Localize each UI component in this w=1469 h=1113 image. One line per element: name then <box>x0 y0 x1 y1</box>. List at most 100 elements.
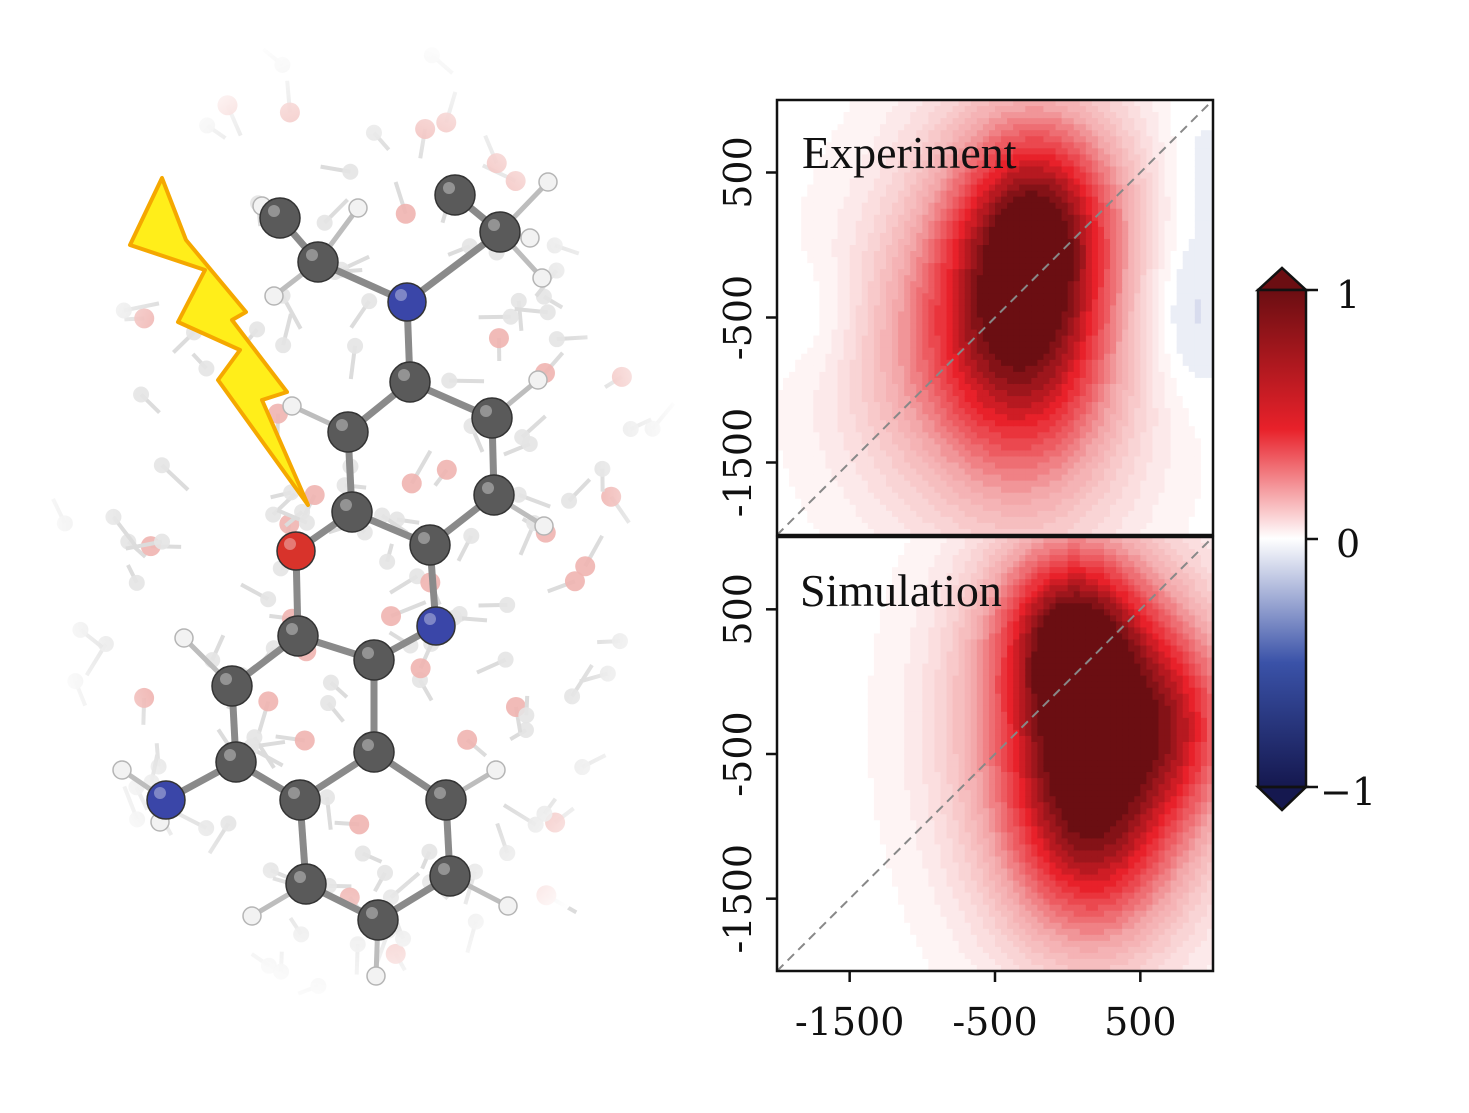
heatmap-cell <box>988 480 996 488</box>
heatmap-cell <box>1067 396 1075 403</box>
heatmap-cell <box>976 486 984 494</box>
heatmap-cell <box>892 528 899 535</box>
heatmap-cell <box>1146 251 1154 258</box>
heatmap-cell <box>1073 426 1081 433</box>
heatmap-cell <box>813 450 820 458</box>
heatmap-cell <box>1110 196 1117 204</box>
heatmap-cell <box>1085 420 1093 427</box>
heatmap-cell <box>879 347 887 355</box>
heatmap-cell <box>928 329 936 337</box>
heatmap-cell <box>861 100 869 107</box>
heatmap-cell <box>1134 329 1141 337</box>
heatmap-cell <box>1001 414 1008 421</box>
heatmap-cell <box>1007 432 1014 439</box>
heatmap-cell <box>982 414 990 421</box>
heatmap-cell <box>1097 402 1105 409</box>
heatmap-cell <box>946 486 954 494</box>
heatmap-cell <box>934 214 942 222</box>
heatmap-cell <box>1110 251 1117 258</box>
heatmap-cell <box>886 408 893 415</box>
heatmap-cell <box>1079 124 1087 131</box>
heatmap-cell <box>964 142 972 149</box>
heatmap-cell <box>801 311 808 319</box>
heatmap-cell <box>843 154 851 162</box>
heatmap-cell <box>777 396 784 403</box>
heatmap-cell <box>1146 492 1154 500</box>
heatmap-cell <box>1007 335 1014 343</box>
heatmap-cell <box>1073 275 1081 282</box>
atom-highlight <box>434 787 446 799</box>
heatmap-cell <box>886 172 893 180</box>
heatmap-cell <box>813 353 820 361</box>
heatmap-cell <box>789 311 796 319</box>
heatmap-cell <box>1116 281 1123 288</box>
heatmap-cell <box>849 462 857 470</box>
heatmap-cell <box>1037 335 1045 343</box>
heatmap-cell <box>801 377 808 385</box>
heatmap-cell <box>1073 396 1081 403</box>
heatmap-cell <box>813 305 820 313</box>
heatmap-cell <box>837 106 845 113</box>
heatmap-cell <box>783 347 790 355</box>
heatmap-cell <box>1025 196 1032 204</box>
heatmap-cell <box>946 160 954 168</box>
heatmap-cell <box>1019 220 1026 228</box>
heatmap-cell <box>922 329 929 337</box>
heatmap-cell <box>777 420 784 427</box>
heatmap-cell <box>1043 275 1051 282</box>
heatmap-cell <box>916 347 923 355</box>
heatmap-cell <box>1043 142 1051 149</box>
heatmap-cell <box>795 462 802 470</box>
heatmap-cell <box>1128 214 1135 222</box>
heatmap-cell <box>1122 474 1129 482</box>
heatmap-cell <box>1055 160 1063 168</box>
heatmap-cell <box>795 112 802 119</box>
heatmap-cell <box>1061 438 1069 445</box>
heatmap-cell <box>867 245 875 252</box>
heatmap-cell <box>1067 516 1075 524</box>
heatmap-cell <box>946 142 954 149</box>
heatmap-cell <box>1073 480 1081 488</box>
heatmap-cell <box>843 468 851 476</box>
heatmap-cell <box>940 426 948 433</box>
heatmap-cell <box>928 257 936 264</box>
heatmap-cell <box>952 166 960 174</box>
heatmap-cell <box>1104 251 1111 258</box>
heatmap-cell <box>910 492 917 500</box>
heatmap-cell <box>813 142 820 149</box>
heatmap-cell <box>813 383 820 391</box>
heatmap-cell <box>861 335 869 343</box>
heatmap-cell <box>1134 450 1141 458</box>
heatmap-cell <box>849 510 857 518</box>
heatmap-cell <box>1097 238 1105 246</box>
heatmap-cell <box>801 226 808 234</box>
heatmap-cell <box>843 365 851 373</box>
heatmap-cell <box>1158 323 1166 331</box>
heatmap-cell <box>1067 232 1075 240</box>
heatmap-cell <box>855 124 863 131</box>
heatmap-cell <box>922 414 929 421</box>
heatmap-cell <box>1122 365 1129 373</box>
heatmap-cell <box>928 462 936 470</box>
heatmap-cell <box>1049 263 1057 270</box>
heatmap-cell <box>783 148 790 155</box>
heatmap-cell <box>873 462 881 470</box>
heatmap-cell <box>1085 516 1093 524</box>
heatmap-cell <box>1079 408 1087 415</box>
heatmap-cell <box>1025 420 1032 427</box>
heatmap-cell <box>988 124 996 131</box>
heatmap-cell <box>879 124 887 131</box>
heatmap-cell <box>976 474 984 482</box>
heatmap-cell <box>819 462 827 470</box>
heatmap-cell <box>783 480 790 488</box>
heatmap-cell <box>1019 142 1026 149</box>
heatmap-cell <box>801 142 808 149</box>
heatmap-cell <box>795 100 802 107</box>
heatmap-cell <box>1007 498 1014 506</box>
heatmap-cell <box>910 456 917 464</box>
heatmap-cell <box>1007 118 1014 125</box>
heatmap-cell <box>1116 365 1123 373</box>
heatmap-cell <box>1134 245 1141 252</box>
heatmap-cell <box>1073 238 1081 246</box>
heatmap-cell <box>940 462 948 470</box>
